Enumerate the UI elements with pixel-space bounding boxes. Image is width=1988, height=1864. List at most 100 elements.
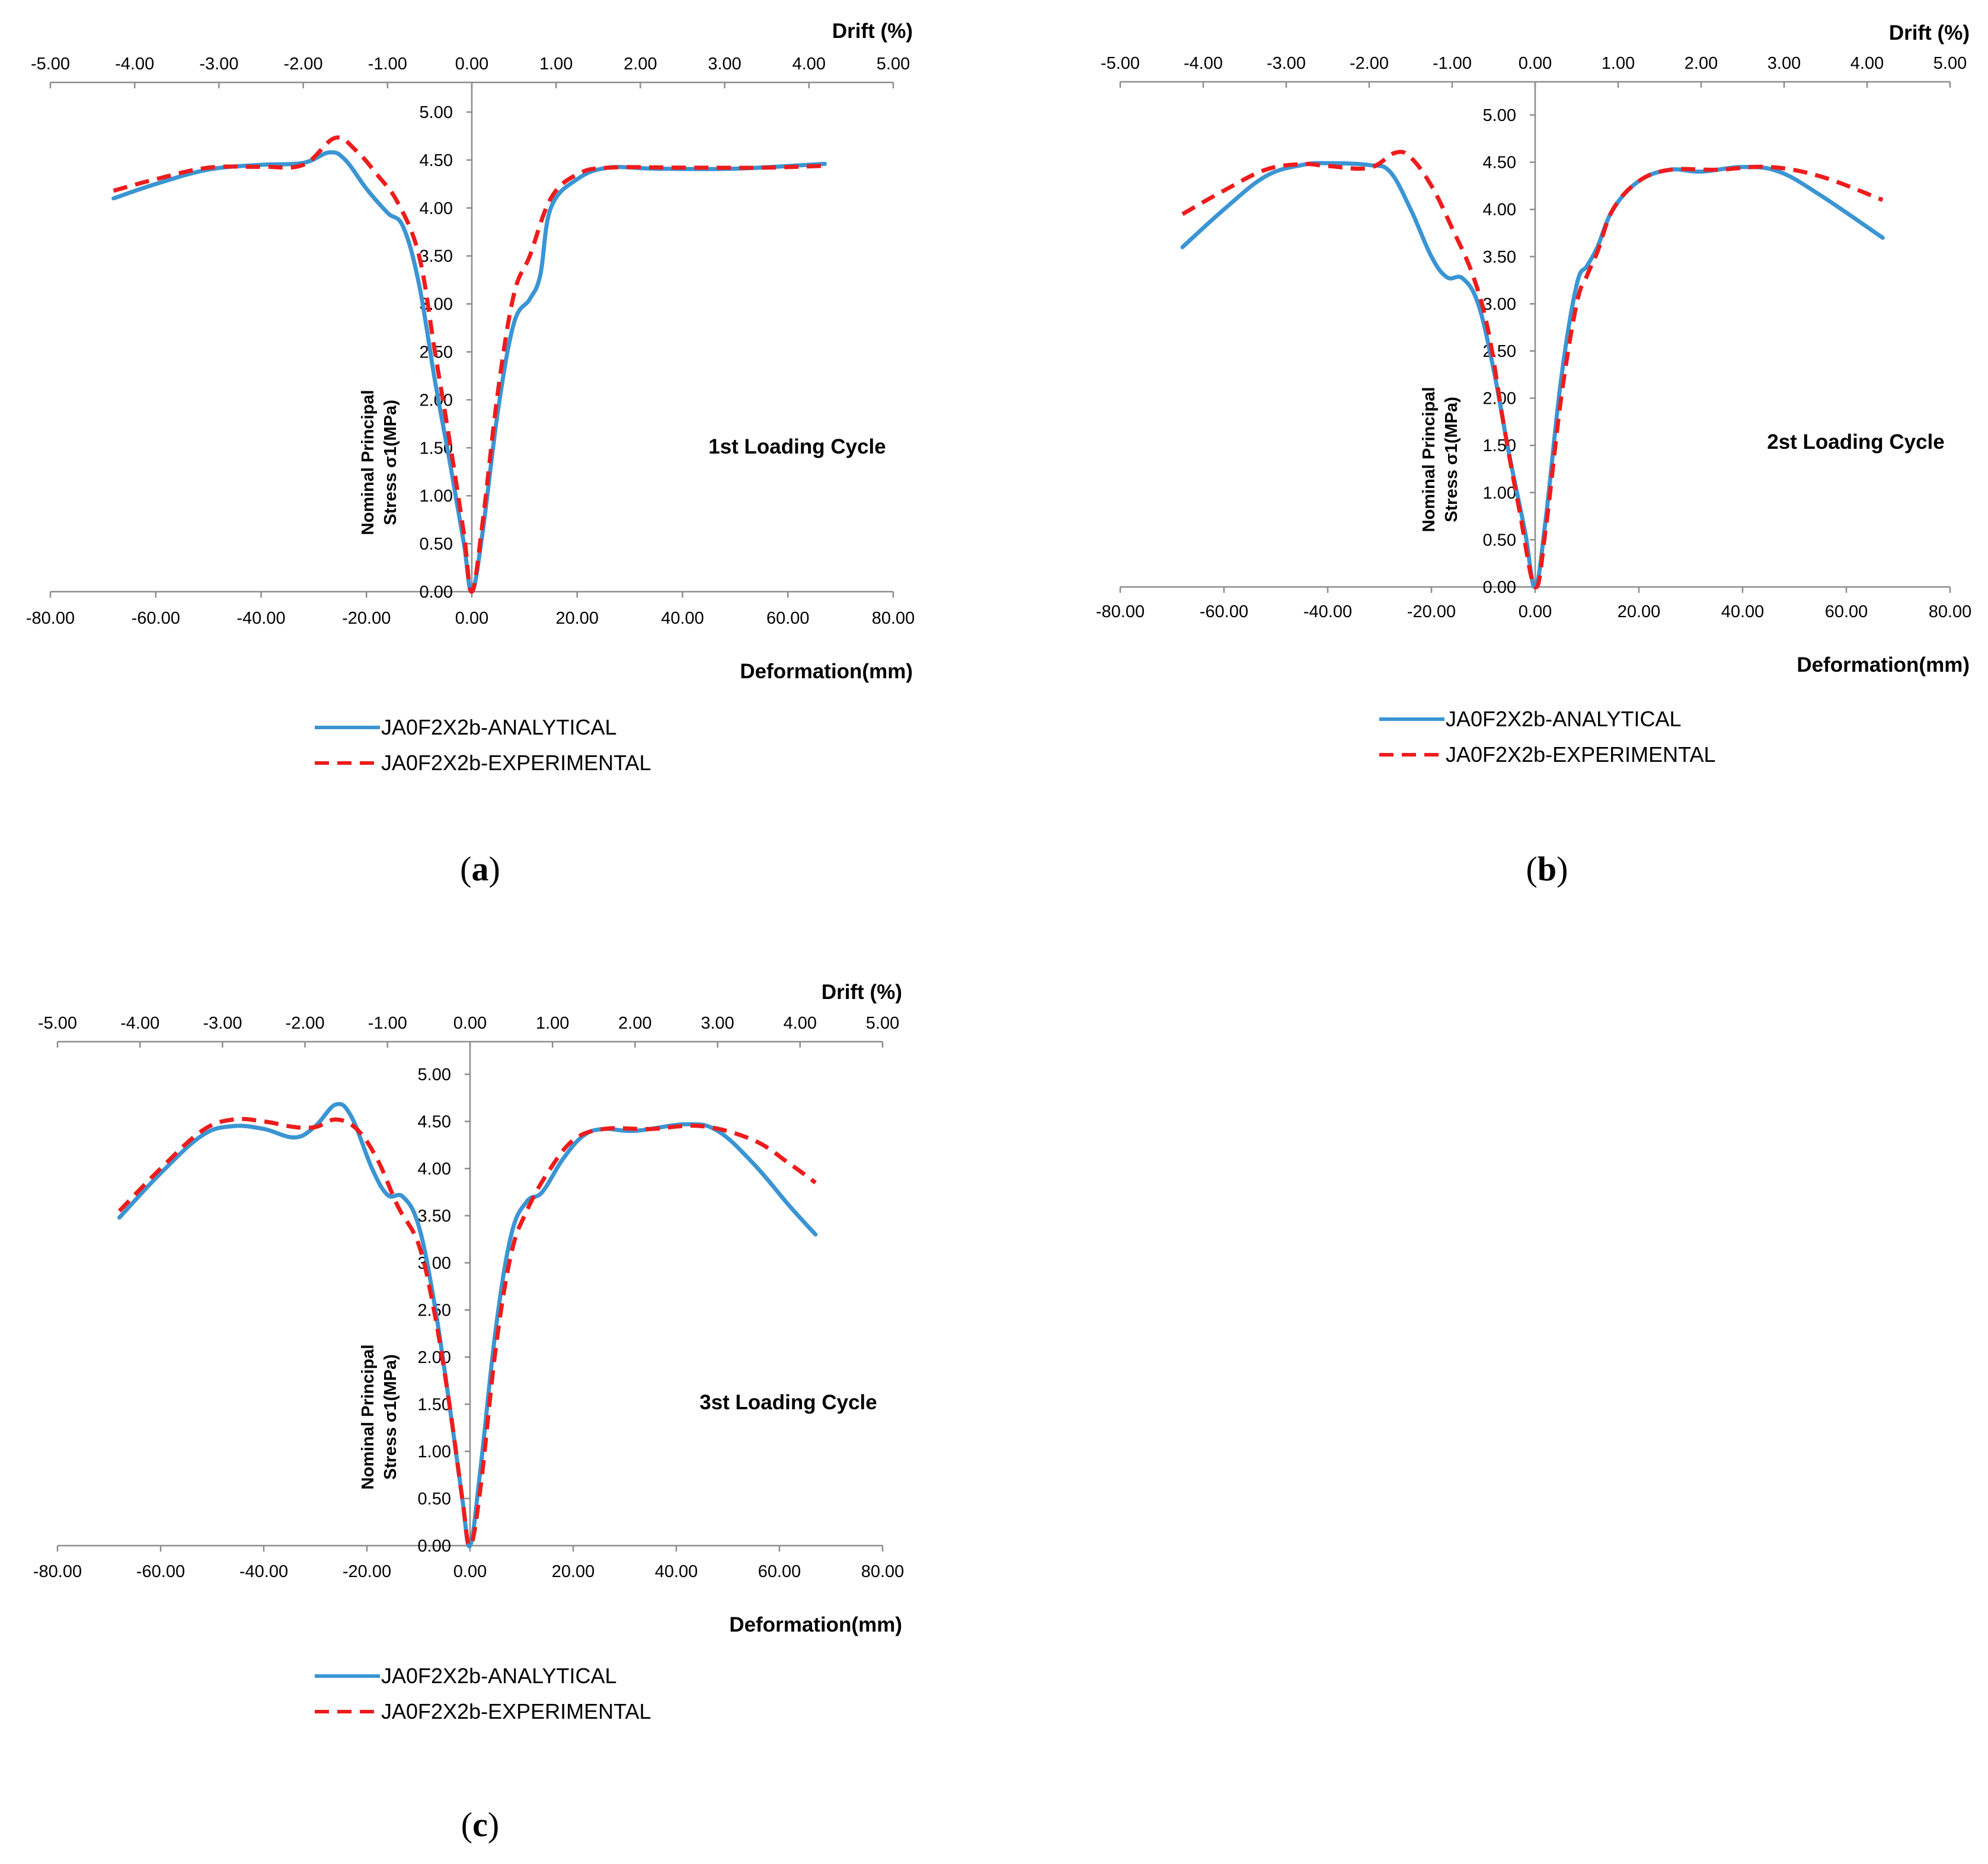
drift-tick-label: 0.00 xyxy=(1519,54,1552,73)
drift-tick-label: -4.00 xyxy=(120,1014,159,1033)
legend: JA0F2X2b-ANALYTICAL JA0F2X2b-EXPERIMENTAL xyxy=(315,1664,651,1723)
drift-tick-label: 4.00 xyxy=(784,1014,817,1033)
x-tick-label: -60.00 xyxy=(1200,602,1248,621)
y-tick-label: 4.00 xyxy=(418,1160,451,1179)
x-tick-label: 60.00 xyxy=(1825,602,1868,621)
series-line-analytical xyxy=(111,150,827,594)
drift-tick-label: 3.00 xyxy=(1768,54,1801,73)
drift-tick-label: 0.00 xyxy=(455,55,488,74)
drift-tick-label: -5.00 xyxy=(31,55,70,74)
drift-tick-label: 3.00 xyxy=(701,1014,734,1033)
drift-tick-label: -5.00 xyxy=(1101,54,1140,73)
x-tick-label: 80.00 xyxy=(1929,602,1972,621)
drift-tick-label: 5.00 xyxy=(877,55,910,74)
drift-tick-label: -3.00 xyxy=(199,55,238,74)
y-tick-label: 1.00 xyxy=(420,487,453,506)
drift-tick-label: -4.00 xyxy=(1184,54,1223,73)
x-tick-label: 20.00 xyxy=(555,609,599,628)
x-tick-label: 40.00 xyxy=(655,1562,698,1581)
chart-panel-a: -80.00 -60.00 -40.00 -20.00 0.00 20.00 40.00 60… xyxy=(26,20,915,888)
y-tick-label: 1.50 xyxy=(418,1396,451,1415)
drift-tick-label: 2.00 xyxy=(618,1014,651,1033)
y-tick-label: 3.50 xyxy=(418,1207,451,1226)
y-tick-label: 1.50 xyxy=(1483,436,1516,455)
x-tick-label: 20.00 xyxy=(552,1562,595,1581)
x-tick-label: -20.00 xyxy=(1407,602,1456,621)
drift-tick-label: 5.00 xyxy=(866,1014,899,1033)
y-tick-label: 1.00 xyxy=(1483,484,1516,503)
x-tick-label: 0.00 xyxy=(1519,602,1552,621)
y-tick-label: 1.00 xyxy=(418,1442,451,1461)
series-line-analytical xyxy=(117,1102,818,1549)
x-tick-label: 60.00 xyxy=(766,609,810,628)
x-tick-label: -60.00 xyxy=(132,609,180,628)
cycle-label: 3st Loading Cycle xyxy=(699,1391,877,1414)
drift-tick-label: -5.00 xyxy=(38,1014,77,1033)
x-tick-label: 0.00 xyxy=(453,1562,487,1581)
legend-label: JA0F2X2b-EXPERIMENTAL xyxy=(1446,742,1715,767)
drift-tick-label: -3.00 xyxy=(1267,54,1306,73)
x-tick-label: -40.00 xyxy=(1303,602,1352,621)
y-axis-title: Nominal Principal Stress σ1(MPa) xyxy=(1420,387,1461,532)
drift-axis-title: Drift (%) xyxy=(832,20,913,43)
drift-tick-label: 5.00 xyxy=(1933,54,1967,73)
x-tick-label: 40.00 xyxy=(1721,602,1765,621)
y-axis-title: Nominal Principal Stress σ1(MPa) xyxy=(359,390,400,535)
x-tick-label: -60.00 xyxy=(136,1562,185,1581)
y-tick-label: 3.00 xyxy=(1483,295,1516,314)
drift-tick-label: 4.00 xyxy=(792,55,826,74)
drift-tick-label: 2.00 xyxy=(624,55,657,74)
legend: JA0F2X2b-ANALYTICAL JA0F2X2b-EXPERIMENTAL xyxy=(1379,707,1715,767)
panel-caption: (b) xyxy=(1526,850,1568,888)
y-tick-label: 4.50 xyxy=(420,151,453,170)
x-tick-label: -80.00 xyxy=(33,1562,82,1581)
y-tick-label: 0.50 xyxy=(418,1490,451,1509)
y-axis-title: Nominal Principal Stress σ1(MPa) xyxy=(359,1345,400,1490)
panel-caption: (a) xyxy=(460,850,500,888)
y-tick-label: 5.00 xyxy=(420,103,453,122)
drift-tick-label: 0.00 xyxy=(453,1014,487,1033)
x-tick-label: -80.00 xyxy=(26,609,75,628)
legend-label: JA0F2X2b-ANALYTICAL xyxy=(381,1664,617,1688)
drift-tick-label: -3.00 xyxy=(203,1014,242,1033)
drift-tick-label: 1.00 xyxy=(536,1014,569,1033)
x-axis-title: Deformation(mm) xyxy=(740,660,913,683)
series-line-experimental xyxy=(1181,149,1884,589)
x-tick-label: 80.00 xyxy=(872,609,915,628)
x-tick-label: 60.00 xyxy=(758,1562,801,1581)
legend-label: JA0F2X2b-ANALYTICAL xyxy=(1446,707,1682,731)
drift-axis-title: Drift (%) xyxy=(822,981,902,1004)
y-tick-label: 0.00 xyxy=(418,1537,451,1556)
drift-tick-label: -1.00 xyxy=(368,1014,407,1033)
drift-tick-label: 4.00 xyxy=(1850,54,1884,73)
legend-label: JA0F2X2b-EXPERIMENTAL xyxy=(381,1699,651,1723)
x-tick-label: -20.00 xyxy=(342,609,391,628)
series-line-analytical xyxy=(1180,161,1885,589)
y-tick-label: 0.00 xyxy=(420,583,453,602)
drift-tick-label: -2.00 xyxy=(1350,54,1389,73)
y-tick-label: 3.50 xyxy=(1483,248,1516,267)
x-tick-label: 20.00 xyxy=(1618,602,1661,621)
drift-tick-label: -1.00 xyxy=(1433,54,1472,73)
y-tick-label: 2.00 xyxy=(418,1348,451,1367)
y-tick-label: 0.00 xyxy=(1483,578,1516,597)
drift-tick-label: 1.00 xyxy=(539,55,573,74)
legend: JA0F2X2b-ANALYTICAL JA0F2X2b-EXPERIMENTAL xyxy=(315,715,651,775)
drift-axis-title: Drift (%) xyxy=(1889,21,1970,44)
x-tick-label: -80.00 xyxy=(1096,602,1145,621)
chart-panel-b: -80.00 -60.00 -40.00 -20.00 0.00 20.00 40.00 60… xyxy=(1096,21,1971,888)
y-tick-label: 4.50 xyxy=(418,1113,451,1132)
x-tick-label: 0.00 xyxy=(455,609,488,628)
legend-label: JA0F2X2b-EXPERIMENTAL xyxy=(381,751,651,775)
cycle-label: 2st Loading Cycle xyxy=(1767,430,1945,454)
drift-tick-label: -1.00 xyxy=(368,55,407,74)
legend-label: JA0F2X2b-ANALYTICAL xyxy=(381,715,617,739)
drift-tick-label: -2.00 xyxy=(286,1014,325,1033)
y-tick-label: 5.00 xyxy=(418,1065,451,1084)
y-tick-label: 3.50 xyxy=(420,247,453,266)
x-tick-label: 40.00 xyxy=(661,609,704,628)
series-line-experimental xyxy=(117,1116,817,1548)
y-tick-label: 4.50 xyxy=(1483,154,1516,173)
panel-caption: (c) xyxy=(461,1805,499,1844)
